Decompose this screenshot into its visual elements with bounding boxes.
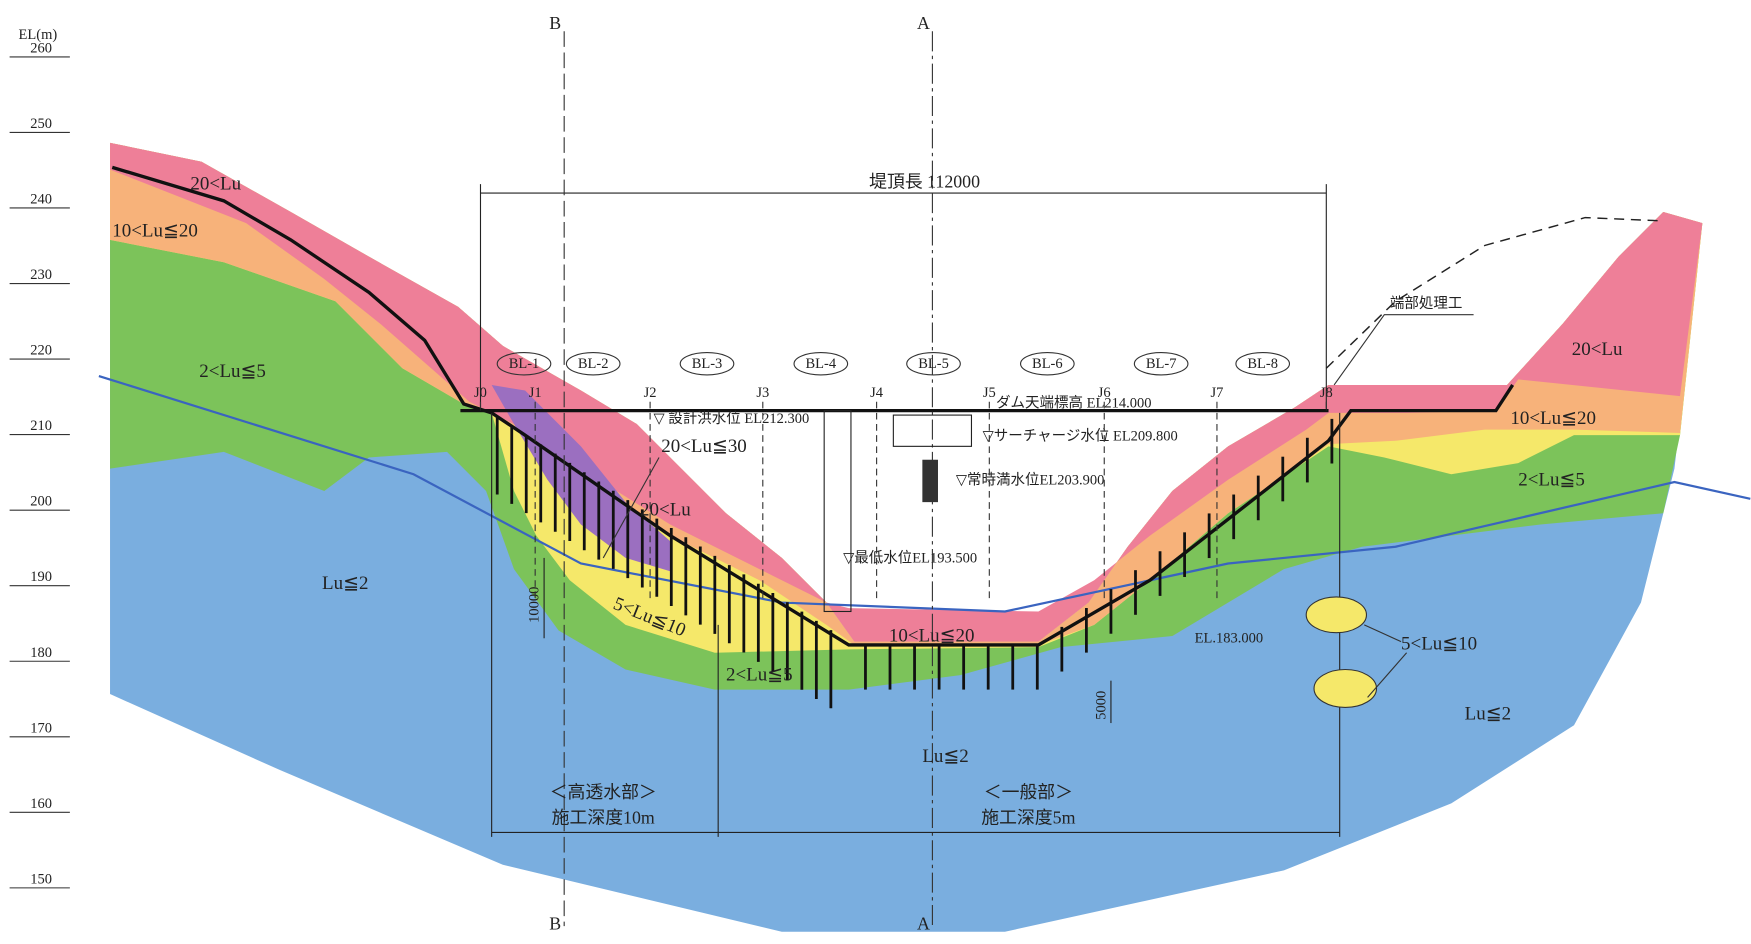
original-ground — [1325, 216, 1664, 369]
block-label: BL-3 — [692, 356, 723, 372]
section-mark: B — [549, 13, 561, 33]
block-marker — [1133, 352, 1189, 376]
water-level: ▽サーチャージ水位 EL209.800 — [983, 428, 1178, 445]
block-marker — [1235, 352, 1291, 376]
zone-pink — [110, 142, 1703, 642]
block-marker — [906, 352, 961, 376]
elevation-tick: 160 — [30, 796, 52, 812]
dam-structure — [922, 459, 938, 503]
joint-label: J8 — [1320, 385, 1333, 401]
elevation-tick: 220 — [30, 343, 52, 359]
block-marker — [496, 352, 552, 376]
zone-label: 2<Lu≦5 — [726, 665, 793, 686]
zone-label: 20<Lu≦30 — [661, 436, 747, 457]
block-label: BL-2 — [578, 356, 609, 372]
lens — [1313, 668, 1378, 709]
lens — [1305, 596, 1368, 634]
crest-length: 堤頂長 112000 — [869, 171, 980, 191]
zone-label: 20<Lu — [640, 500, 691, 521]
water-level: ▽常時満水位EL203.900 — [956, 471, 1105, 488]
zone-label: 10<Lu≦20 — [889, 626, 975, 647]
block-marker — [679, 352, 735, 376]
axis-unit: EL(m) — [19, 27, 58, 43]
elevation-tick: 170 — [30, 720, 52, 736]
leader — [1333, 314, 1474, 386]
dam-structure — [892, 414, 973, 447]
zone-label: Lu≦2 — [1465, 704, 1511, 725]
joint-label: J4 — [870, 385, 884, 401]
water-level: EL.183.000 — [1195, 631, 1263, 647]
zone-label: Lu≦2 — [322, 573, 368, 594]
zone-lu2 — [110, 142, 1703, 932]
grouting-title: ＜高透水部＞ — [550, 782, 657, 802]
section-mark: A — [917, 13, 930, 33]
water-level: ▽ 設計洪水位 EL212.300 — [653, 410, 809, 427]
elevation-tick: 190 — [30, 569, 52, 585]
elevation-tick: 180 — [30, 645, 52, 661]
zone-label: 2<Lu≦5 — [1518, 469, 1585, 490]
block-label: BL-7 — [1146, 356, 1177, 372]
zone-label: 2<Lu≦5 — [199, 361, 266, 382]
elevation-tick: 200 — [30, 494, 52, 510]
leader — [1364, 624, 1402, 643]
zone-label: 20<Lu — [190, 174, 241, 195]
zone-label: 20<Lu — [1572, 339, 1623, 360]
end-treatment: 端部処理工 — [1390, 295, 1463, 312]
groundwater-line — [98, 374, 1751, 613]
joint-label: J2 — [644, 385, 657, 401]
block-label: BL-5 — [918, 356, 949, 372]
dimension: 10000 — [527, 587, 543, 623]
block-label: BL-1 — [509, 356, 540, 372]
grouting-depth: 施工深度5m — [981, 807, 1075, 827]
elevation-tick: 230 — [30, 267, 52, 283]
leader — [1367, 652, 1408, 698]
grouting-depth: 施工深度10m — [552, 807, 655, 827]
section-mark: A — [917, 913, 930, 933]
zone-label: Lu≦2 — [922, 746, 968, 767]
dam-structure — [823, 410, 852, 613]
joint-label: J0 — [474, 385, 487, 401]
block-label: BL-4 — [806, 356, 837, 372]
dimension: 5000 — [1093, 691, 1109, 720]
block-label: BL-6 — [1032, 356, 1063, 372]
block-marker — [793, 352, 849, 376]
zone-label: 10<Lu≦20 — [1510, 408, 1596, 429]
section-mark: B — [549, 913, 561, 933]
block-marker — [1020, 352, 1075, 376]
elevation-tick: 150 — [30, 871, 52, 887]
block-marker — [565, 352, 621, 376]
zone-label: 5<Lu≦10 — [1401, 633, 1477, 654]
elevation-tick: 250 — [30, 116, 52, 132]
elevation-tick: 210 — [30, 418, 52, 434]
joint-label: J5 — [983, 385, 996, 401]
zone-purple — [491, 384, 671, 572]
elevation-tick: 260 — [30, 40, 52, 56]
joint-label: J3 — [756, 385, 769, 401]
joint-label: J7 — [1210, 385, 1223, 401]
geology-layers — [110, 142, 1703, 932]
block-label: BL-8 — [1247, 356, 1278, 372]
grouting-title: ＜一般部＞ — [984, 782, 1073, 802]
water-level: ▽最低水位EL193.500 — [843, 549, 977, 566]
water-level: ダム天端標高 EL214.000 — [996, 394, 1151, 411]
zone-green — [110, 142, 1703, 690]
elevation-tick: 240 — [30, 192, 52, 208]
joint-label: J1 — [529, 385, 542, 401]
joint-label: J6 — [1098, 385, 1111, 401]
zone-label: 10<Lu≦20 — [112, 221, 198, 242]
